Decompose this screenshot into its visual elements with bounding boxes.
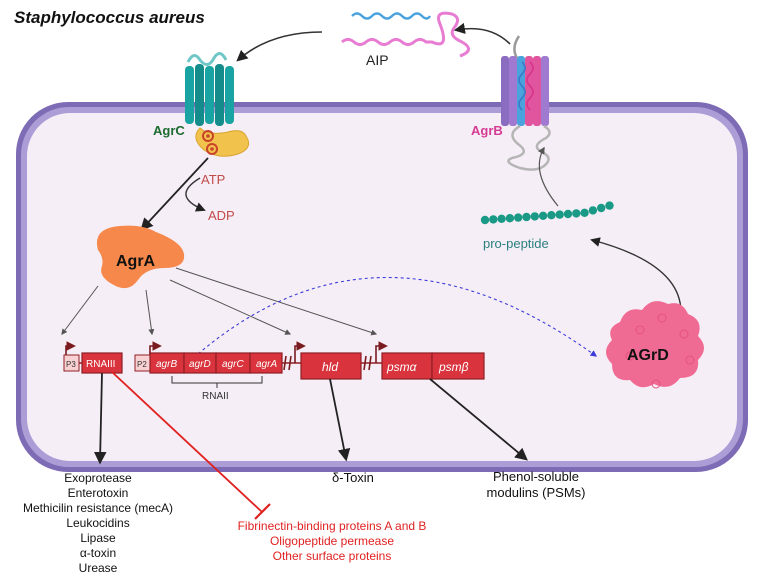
arrow-agrb-to-aip bbox=[453, 22, 511, 45]
hld-promoter-arrow bbox=[294, 341, 306, 363]
p3-arrow bbox=[65, 341, 76, 355]
gene-psmb bbox=[431, 352, 485, 380]
pro-peptide-chain bbox=[480, 201, 614, 225]
gene-rnaiii-label: RNAIII bbox=[86, 359, 115, 370]
agrc-label: AgrC bbox=[153, 123, 185, 138]
agra-label: AgrA bbox=[116, 253, 156, 270]
psm-promoter-arrow bbox=[375, 341, 388, 363]
gene-agrC-label: agrC bbox=[222, 359, 244, 370]
repression-line bbox=[111, 371, 263, 513]
repressed-item: Other surface proteins bbox=[273, 549, 392, 563]
upregulated-item: Exoprotease bbox=[64, 471, 132, 485]
pro-peptide-bead bbox=[547, 211, 556, 220]
upregulated-item: α-toxin bbox=[80, 546, 116, 560]
pro-peptide-bead bbox=[497, 214, 506, 223]
agrd-label: AGrD bbox=[627, 347, 669, 364]
atp-to-adp-arrow bbox=[185, 177, 206, 212]
rnaii-label: RNAII bbox=[202, 391, 229, 402]
psm-label-line2: modulins (PSMs) bbox=[487, 485, 586, 500]
psm-label-line1: Phenol-soluble bbox=[493, 469, 579, 484]
upregulated-item: Enterotoxin bbox=[68, 486, 129, 500]
upregulated-list: Exoprotease Enterotoxin Methicilin resis… bbox=[23, 471, 173, 575]
promoter-p2: P2 bbox=[137, 360, 147, 369]
arrow-agrc-to-agra bbox=[140, 157, 209, 231]
pro-peptide-bead bbox=[605, 201, 614, 210]
pro-peptide-label: pro-peptide bbox=[483, 236, 549, 251]
agra-protein bbox=[96, 225, 185, 289]
pro-peptide-bead bbox=[563, 209, 573, 219]
pro-peptide-bead bbox=[514, 213, 523, 222]
agra-activation-arrows bbox=[61, 267, 378, 336]
gene-hld-label: hld bbox=[322, 360, 338, 374]
rnaii-bracket bbox=[171, 376, 263, 388]
pro-peptide-bead bbox=[489, 215, 498, 224]
agrb-label: AgrB bbox=[471, 123, 503, 138]
arrow-hld-to-delta-toxin bbox=[329, 378, 351, 462]
arrow-aip-to-agrc bbox=[236, 31, 323, 62]
agrd-texture bbox=[625, 313, 695, 389]
atp-label: ATP bbox=[201, 172, 225, 187]
gene-psmb-label: psmβ bbox=[438, 360, 469, 374]
pro-peptide-bead bbox=[505, 214, 515, 223]
repressed-item: Fibrinectin-binding proteins A and B bbox=[238, 519, 427, 533]
pro-peptide-bead bbox=[522, 212, 531, 222]
gene-hld bbox=[300, 352, 362, 380]
upregulated-item: Urease bbox=[79, 561, 118, 575]
dashed-agrd-translation bbox=[197, 276, 598, 357]
agrb-transporter bbox=[501, 35, 551, 171]
arrow-propeptide-to-agrb bbox=[537, 146, 559, 207]
pro-peptide-bead bbox=[538, 211, 548, 220]
gene-agrB-label: agrB bbox=[156, 359, 177, 370]
p2-arrow bbox=[149, 341, 162, 355]
gene-psma bbox=[381, 352, 433, 380]
gene-locus: P3 RNAIII P2 agrB agrD agrC agrA RNAII h… bbox=[63, 341, 485, 402]
upregulated-item: Lipase bbox=[80, 531, 116, 545]
pro-peptide-bead bbox=[555, 210, 564, 219]
pro-peptide-bead bbox=[572, 209, 581, 218]
repressed-item: Oligopeptide permease bbox=[270, 534, 394, 548]
promoter-p3: P3 bbox=[66, 360, 76, 369]
aip-label: AIP bbox=[366, 52, 389, 68]
arrow-rnaiii-to-targets bbox=[93, 372, 107, 465]
pro-peptide-bead bbox=[530, 212, 539, 221]
delta-toxin-label: δ-Toxin bbox=[332, 470, 374, 485]
adp-label: ADP bbox=[208, 208, 235, 223]
agrc-receptor bbox=[185, 52, 250, 157]
cytoplasm bbox=[27, 113, 737, 461]
pro-peptide-bead bbox=[588, 206, 598, 215]
aip-peptide bbox=[341, 11, 470, 58]
gene-agrD-label: agrD bbox=[189, 359, 211, 370]
upregulated-item: Leukocidins bbox=[66, 516, 129, 530]
pro-peptide-bead bbox=[480, 215, 490, 225]
gene-psma-label: psmα bbox=[386, 360, 418, 374]
repression-bar bbox=[254, 503, 271, 520]
repressed-list: Fibrinectin-binding proteins A and B Oli… bbox=[238, 519, 427, 563]
upregulated-item: Methicilin resistance (mecA) bbox=[23, 501, 173, 515]
arrow-psm-to-psms bbox=[429, 378, 528, 461]
gene-agrA-label: agrA bbox=[256, 359, 277, 370]
organism-title: Staphylococcus aureus bbox=[14, 8, 205, 27]
agrd-protein bbox=[606, 301, 704, 388]
pro-peptide-bead bbox=[597, 203, 606, 213]
pro-peptide-bead bbox=[580, 208, 589, 217]
